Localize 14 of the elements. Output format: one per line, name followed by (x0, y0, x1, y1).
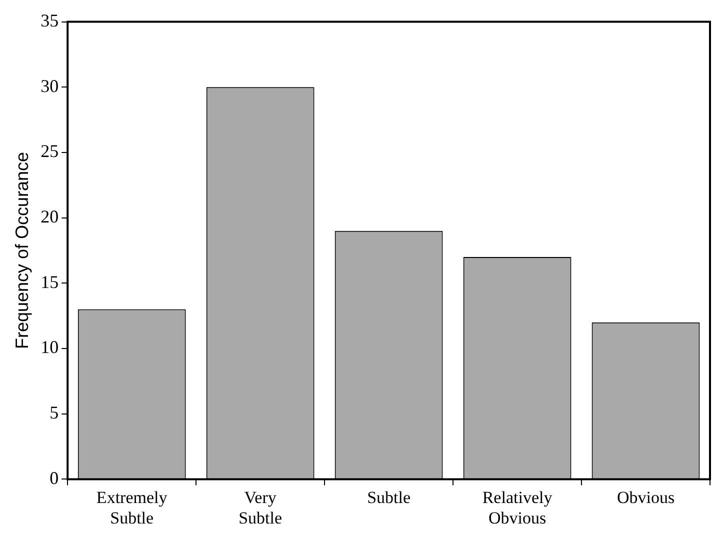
x-tick-label: Extremely Subtle (96, 488, 168, 528)
x-tick-label: Obvious (616, 488, 675, 507)
x-tick-label: Relatively Obvious (482, 488, 553, 528)
y-tick-label: 15 (40, 272, 59, 292)
x-tick-label: Subtle (367, 488, 411, 507)
y-tick-label: 35 (40, 10, 59, 31)
y-axis-title: Frequency of Occurance (12, 152, 32, 350)
y-tick-label: 5 (50, 402, 59, 423)
y-tick-label: 20 (40, 206, 59, 227)
y-tick-label: 10 (40, 337, 59, 358)
x-tick-label: Very Subtle (238, 488, 282, 528)
y-tick-label: 25 (40, 141, 59, 162)
y-tick-label: 0 (50, 468, 59, 488)
y-tick-label: 30 (40, 76, 59, 96)
